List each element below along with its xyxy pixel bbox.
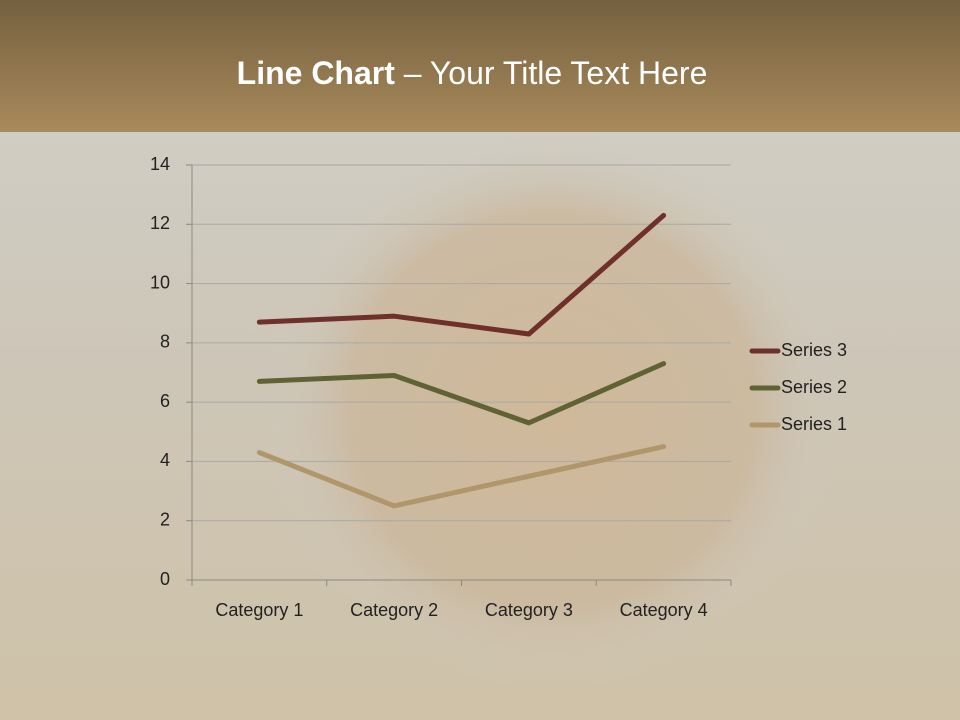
x-tick-label: Category 3	[485, 600, 573, 620]
x-tick-label: Category 2	[350, 600, 438, 620]
series-line	[256, 361, 667, 426]
title-band	[0, 0, 960, 132]
y-tick-label: 6	[160, 391, 170, 411]
legend-label: Series 2	[781, 377, 847, 397]
y-tick-label: 8	[160, 332, 170, 352]
background-image	[200, 100, 840, 720]
legend-label: Series 1	[781, 414, 847, 434]
x-tick-label: Category 1	[215, 600, 303, 620]
series-line	[256, 212, 667, 337]
y-tick-label: 12	[150, 213, 170, 233]
y-tick-label: 2	[160, 509, 170, 529]
y-tick-label: 0	[160, 569, 170, 589]
y-tick-label: 4	[160, 450, 170, 470]
legend-label: Series 3	[781, 340, 847, 360]
title-bold: Line Chart	[237, 55, 396, 91]
y-tick-label: 10	[150, 272, 170, 292]
y-tick-label: 14	[150, 154, 170, 174]
title-rest: – Your Title Text Here	[404, 55, 708, 91]
plot: 0 2 4 6 8 10 12 14 Category 1 Category 2 Category …	[150, 154, 847, 620]
series-line	[256, 444, 667, 509]
x-tick-label: Category 4	[620, 600, 708, 620]
slide-title: Line Chart – Your Title Text Here	[237, 55, 708, 91]
